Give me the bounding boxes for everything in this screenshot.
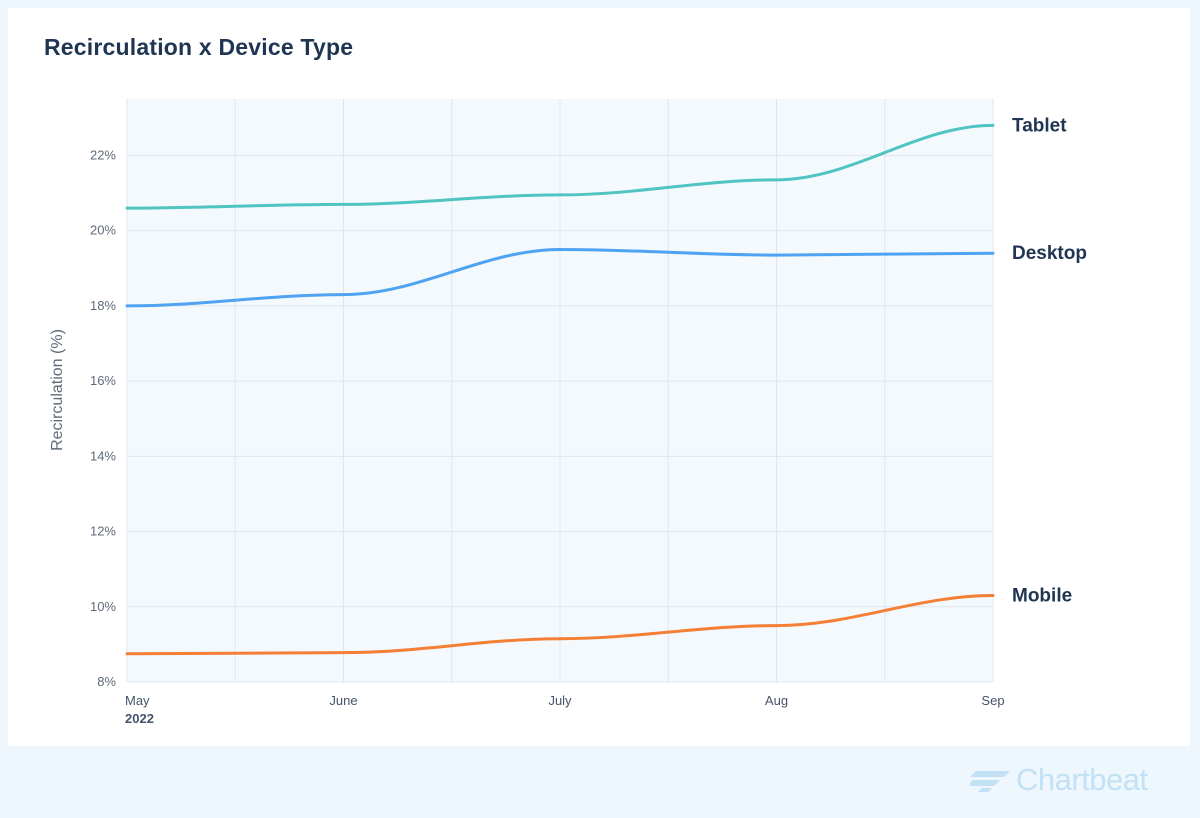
series-line-mobile: [125, 593, 995, 656]
x-axis-ticks: May June July Aug Sep: [125, 693, 1005, 708]
chartbeat-logo-icon: [970, 771, 1010, 792]
line-chart: 8% 10% 12% 14% 16% 18% 20% 22% May June July Aug Se…: [49, 99, 1087, 726]
x-tick-label: May: [125, 693, 150, 708]
brand-name: Chartbeat: [1016, 762, 1148, 797]
y-axis-label: Recirculation (%): [49, 329, 66, 451]
series-line-desktop: [125, 247, 995, 308]
y-tick-label: 18%: [90, 298, 116, 313]
y-tick-label: 10%: [90, 599, 116, 614]
y-tick-label: 12%: [90, 524, 116, 539]
series-lines: [125, 123, 995, 656]
y-tick-label: 22%: [90, 147, 116, 162]
chart-title: Recirculation x Device Type: [44, 34, 354, 60]
y-axis-ticks: 8% 10% 12% 14% 16% 18% 20% 22%: [90, 147, 116, 689]
series-labels: Tablet Desktop Mobile: [1012, 115, 1087, 606]
x-axis-year-label: 2022: [125, 711, 154, 726]
series-label-desktop: Desktop: [1012, 243, 1087, 264]
series-label-tablet: Tablet: [1012, 115, 1067, 136]
brand-logo: Chartbeat: [970, 760, 1148, 800]
x-tick-label: July: [548, 693, 572, 708]
x-tick-label: Sep: [981, 693, 1004, 708]
y-tick-label: 8%: [97, 674, 116, 689]
x-tick-label: Aug: [765, 693, 788, 708]
y-tick-label: 20%: [90, 223, 116, 238]
y-tick-label: 16%: [90, 373, 116, 388]
y-tick-label: 14%: [90, 448, 116, 463]
x-tick-label: June: [329, 693, 357, 708]
series-label-mobile: Mobile: [1012, 585, 1072, 606]
chart-card: Recirculation x Device Type 8% 10% 12% 14% 1…: [8, 8, 1190, 746]
series-line-tablet: [125, 123, 995, 210]
